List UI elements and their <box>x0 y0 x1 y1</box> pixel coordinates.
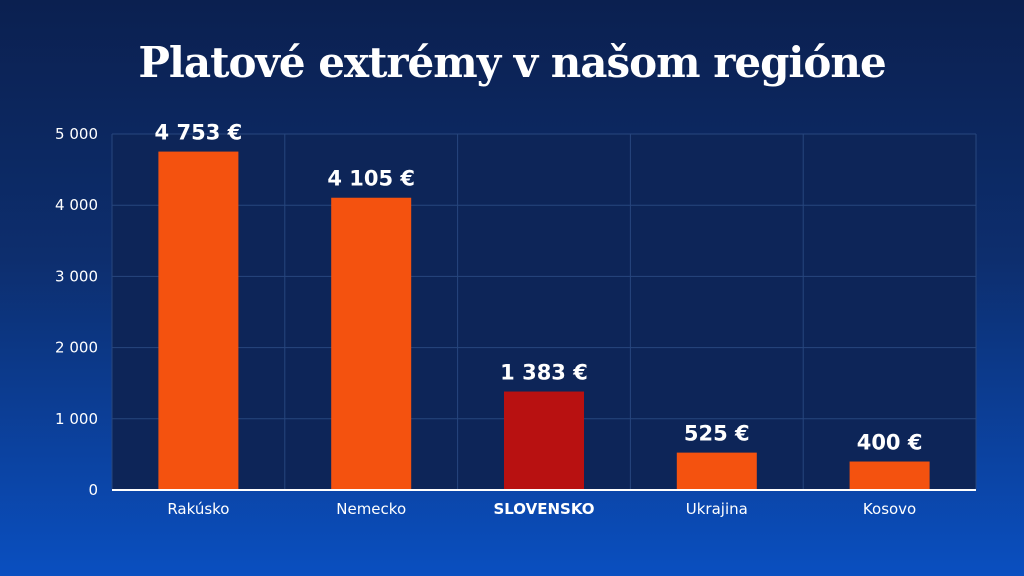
y-tick-label: 3 000 <box>55 267 98 285</box>
chart-title: Platové extrémy v našom regióne <box>138 38 886 87</box>
data-label: 4 105 € <box>327 167 415 191</box>
data-label: 1 383 € <box>500 361 588 385</box>
y-tick-label: 5 000 <box>55 125 98 143</box>
bar-ukrajina <box>676 452 757 490</box>
data-label: 4 753 € <box>155 121 243 145</box>
x-tick-label: Nemecko <box>336 500 406 518</box>
bar-rakúsko <box>158 151 239 490</box>
y-tick-label: 4 000 <box>55 196 98 214</box>
x-tick-label: SLOVENSKO <box>493 500 594 518</box>
x-tick-label: Rakúsko <box>167 500 229 518</box>
y-tick-label: 0 <box>88 481 98 499</box>
y-tick-label: 2 000 <box>55 339 98 357</box>
data-label: 525 € <box>684 422 750 446</box>
bar-slovensko <box>504 391 584 490</box>
x-tick-label: Kosovo <box>863 500 916 518</box>
bar-kosovo <box>849 461 930 490</box>
x-tick-label: Ukrajina <box>686 500 748 518</box>
data-label: 400 € <box>857 431 923 455</box>
bar-nemecko <box>331 197 412 490</box>
y-tick-label: 1 000 <box>55 410 98 428</box>
